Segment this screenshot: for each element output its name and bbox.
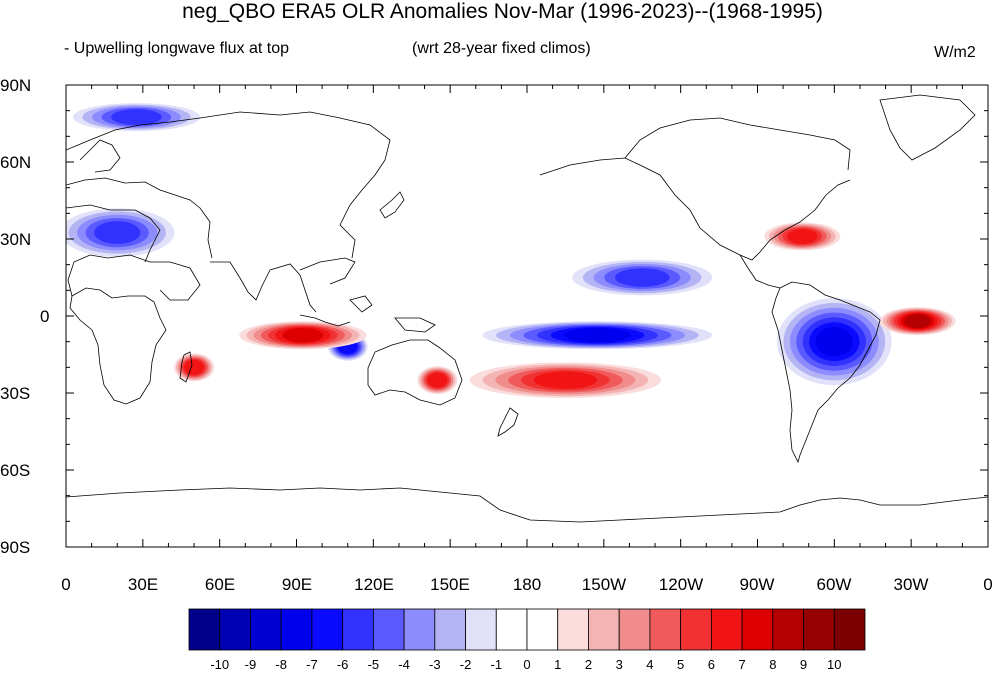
colorbar-label: 1 (554, 657, 561, 672)
lon-label-0-end: 0 (983, 575, 992, 594)
anomaly-contour-south-america-blue (815, 327, 854, 357)
map-subtitle-left: - Upwelling longwave flux at top (64, 40, 290, 57)
colorbar-label: 2 (585, 657, 592, 672)
lon-label-120w: 120W (659, 575, 703, 594)
lon-label-150e: 150E (430, 575, 470, 594)
colorbar-label: 5 (677, 657, 684, 672)
colorbar-label: -7 (306, 657, 318, 672)
units-label: W/m2 (934, 44, 976, 61)
colorbar-swatch (188, 608, 221, 651)
colorbar-label: -3 (429, 657, 441, 672)
colorbar-label: -9 (245, 657, 257, 672)
colorbar-swatch (803, 608, 835, 651)
lon-label-90w: 90W (740, 575, 775, 594)
lon-label-90e: 90E (282, 575, 312, 594)
latitude-labels: 90N 60N 30N 0 30S 60S 90S (0, 76, 49, 557)
colorbar-swatch (465, 608, 497, 651)
colorbar-swatch (588, 608, 620, 651)
colorbar-swatch (250, 608, 282, 651)
anomaly-contour-south-atlantic-red (904, 314, 931, 329)
map-title: neg_QBO ERA5 OLR Anomalies Nov-Mar (1996… (182, 0, 823, 23)
lon-label-30w: 30W (894, 575, 929, 594)
colorbar-swatch (741, 608, 774, 651)
colorbar-swatch (311, 608, 344, 651)
axis-ticks (65, 84, 989, 548)
coastlines (66, 94, 988, 523)
lat-label-90n: 90N (0, 76, 31, 95)
anomaly-contour-south-pacific-red (533, 371, 598, 389)
colorbar-label: 7 (738, 657, 745, 672)
lon-label-30e: 30E (128, 575, 158, 594)
colorbar-label: -6 (337, 657, 349, 672)
colorbar-swatch (557, 608, 589, 651)
lat-label-60s: 60S (0, 461, 30, 480)
anomaly-contour-australia-red (427, 372, 448, 388)
anomaly-contour-pacific-blue-band (564, 328, 631, 343)
lat-label-30n: 30N (0, 230, 31, 249)
colorbar-swatch (434, 608, 466, 651)
lon-label-60w: 60W (817, 575, 852, 594)
colorbar-label: 10 (827, 657, 841, 672)
colorbar-label: -8 (275, 657, 287, 672)
colorbar-swatch (618, 608, 651, 651)
map-subtitle-center: (wrt 28-year fixed climos) (412, 40, 591, 57)
colorbar-label: 9 (800, 657, 807, 672)
colorbar (188, 608, 866, 651)
colorbar-swatch (280, 608, 313, 651)
colorbar-swatch (495, 608, 528, 651)
anomaly-contour-north-pacific-blue (614, 268, 670, 287)
anomaly-contour-north-america-red (787, 228, 818, 245)
colorbar-labels: -10 -9 -8 -7 -6 -5 -4 -3 -2 -1 0 1 2 3 4 5 6 7 8 9 10 (210, 657, 841, 672)
longitude-labels: 0 30E 60E 90E 120E 150E 180 150W 120W 90… (61, 575, 992, 594)
lat-label-90s: 90S (0, 538, 30, 557)
colorbar-label: -5 (368, 657, 380, 672)
colorbar-label: -1 (490, 657, 502, 672)
colorbar-swatch (403, 608, 436, 651)
anomaly-contour-madagascar-red (184, 359, 205, 375)
lon-label-150w: 150W (582, 575, 626, 594)
anomaly-field (66, 103, 956, 398)
lat-label-60n: 60N (0, 153, 31, 172)
colorbar-label: 8 (769, 657, 776, 672)
colorbar-swatch (372, 608, 405, 651)
colorbar-label: -4 (398, 657, 410, 672)
colorbar-label: -2 (460, 657, 472, 672)
anomaly-contour-arctic-blue (111, 109, 162, 126)
colorbar-label: 6 (708, 657, 715, 672)
lon-label-0: 0 (61, 575, 70, 594)
colorbar-swatch (342, 608, 374, 651)
lon-label-60e: 60E (205, 575, 235, 594)
anomaly-contour-eurasia-blue (94, 221, 141, 244)
colorbar-swatch (710, 608, 743, 651)
colorbar-swatch (219, 608, 251, 651)
colorbar-label: 0 (523, 657, 530, 672)
anomaly-contour-indian-red (282, 328, 324, 343)
lat-label-30s: 30S (0, 384, 30, 403)
colorbar-swatch (526, 608, 559, 651)
colorbar-label: -10 (210, 657, 229, 672)
colorbar-swatch (833, 608, 866, 651)
colorbar-swatch (680, 608, 712, 651)
lat-label-eq: 0 (40, 307, 49, 326)
colorbar-label: 3 (616, 657, 623, 672)
lon-label-120e: 120E (354, 575, 394, 594)
colorbar-swatch (649, 608, 682, 651)
colorbar-swatch (772, 608, 804, 651)
colorbar-label: 4 (646, 657, 653, 672)
lon-label-180: 180 (513, 575, 541, 594)
